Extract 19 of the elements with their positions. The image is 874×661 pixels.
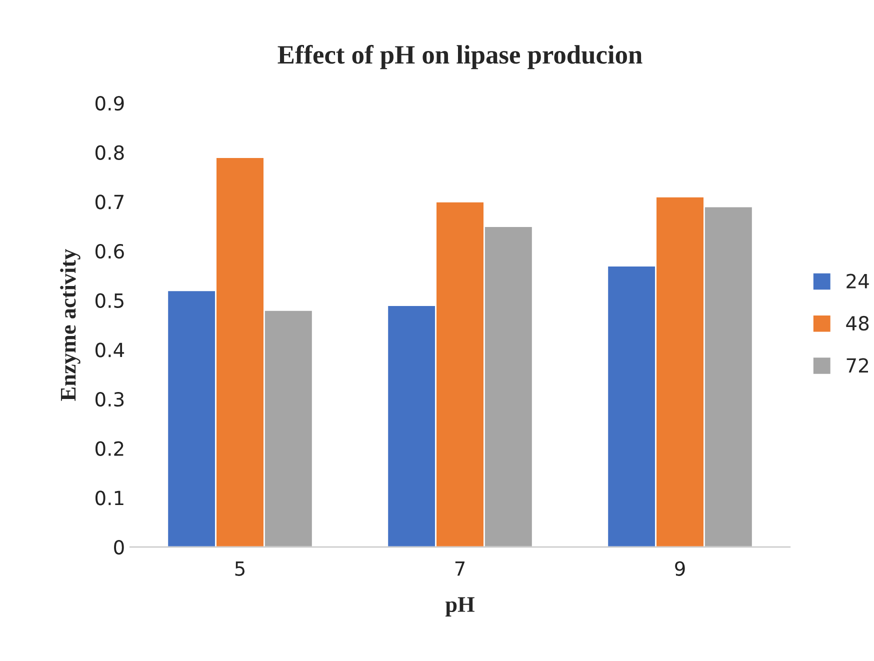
legend-label: 24 (846, 274, 869, 288)
x-axis-title: pH (445, 597, 474, 617)
y-tick-label: 0 (114, 540, 124, 555)
y-axis-title: Enzyme activity (60, 249, 80, 401)
y-tick-label: 0.2 (96, 441, 124, 456)
chart-title: Effect of pH on lipase producion (278, 44, 642, 70)
x-tick-label: 5 (235, 561, 244, 576)
y-tick-label: 0.6 (96, 244, 124, 259)
legend-label: 48 (846, 316, 869, 331)
legend-label: 72 (846, 358, 868, 373)
y-tick-label: 0.3 (96, 392, 124, 407)
y-tick-label: 0.8 (96, 145, 124, 160)
y-tick-label: 0.5 (96, 293, 124, 308)
y-tick-label: 0.1 (96, 490, 124, 506)
x-tick-label: 7 (455, 561, 465, 576)
y-tick-label: 0.7 (96, 194, 124, 210)
y-tick-label: 0.4 (96, 342, 124, 358)
x-tick-label: 9 (675, 561, 685, 576)
y-tick-label: 0.9 (96, 96, 124, 111)
